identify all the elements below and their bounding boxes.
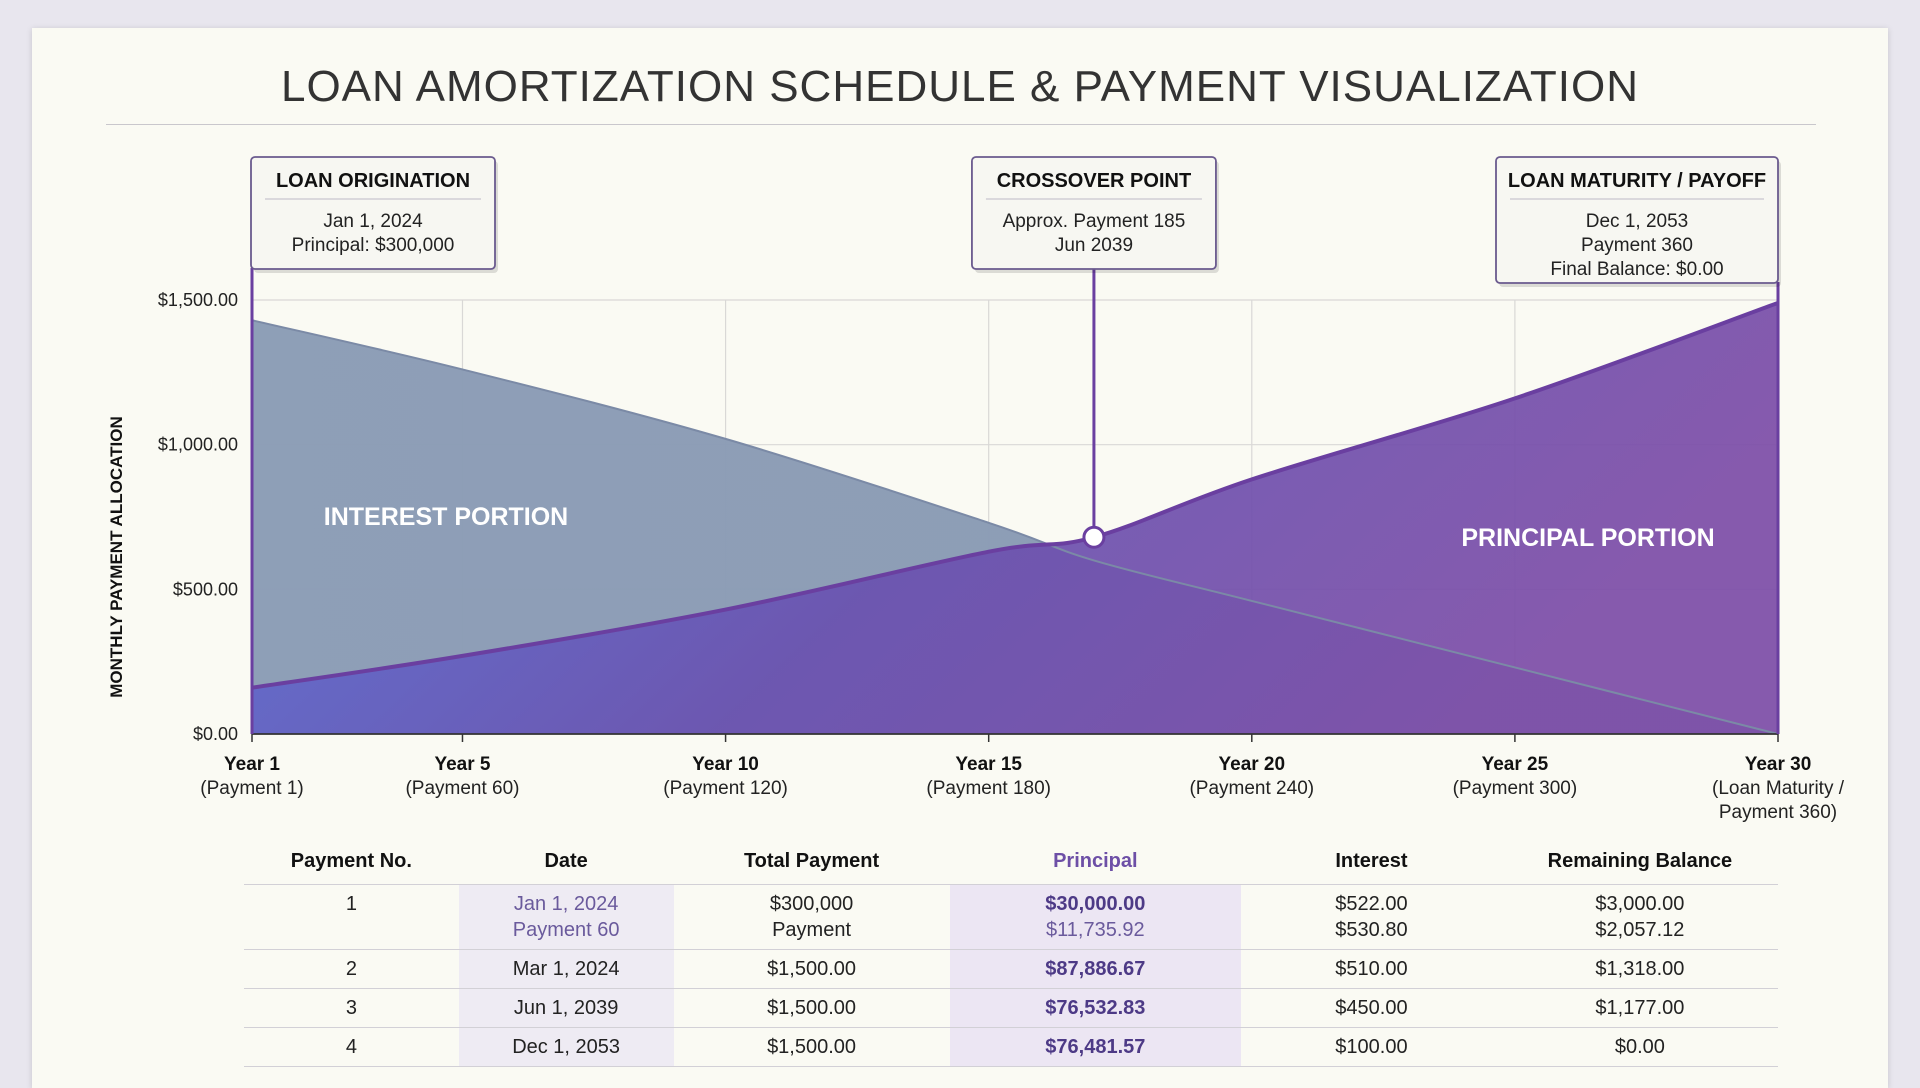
callout-box: [1495, 156, 1779, 284]
header-remaining-balance: Remaining Balance: [1501, 838, 1778, 885]
cell-balance: $0.00: [1501, 1027, 1778, 1067]
cell-balance-sub: $2,057.12: [1595, 919, 1685, 941]
table-row: 3 Jun 1, 2039 $1,500.00 $76,532.83 $450.…: [244, 988, 1778, 1028]
cell-total: $300,000: [769, 893, 854, 915]
x-tick-label: Year 15: [955, 754, 1022, 775]
principal-line: [251, 301, 1779, 690]
cell-principal: $30,000.00: [1045, 893, 1146, 915]
cell-date: Jun 1, 2039: [458, 988, 674, 1028]
cell-total: $1,500.00: [673, 988, 950, 1028]
labels: INTEREST PORTION PRINCIPAL PORTION: [324, 268, 1715, 552]
principal-portion-label: PRINCIPAL PORTION: [1461, 524, 1714, 552]
x-tick-label: Year 1: [224, 754, 280, 775]
x-tick-label: Year 20: [1219, 754, 1286, 775]
cell-date: Dec 1, 2053: [458, 1027, 674, 1067]
header-principal: Principal: [949, 838, 1242, 885]
callout-origination: LOAN ORIGINATION Jan 1, 2024 Principal: $3…: [250, 156, 498, 273]
header-total-payment: Total Payment: [673, 838, 950, 885]
principal-area: [252, 302, 1778, 734]
cell-interest: $450.00: [1241, 988, 1502, 1028]
cell-interest: $522.00: [1335, 893, 1408, 915]
x-tick-label: Year 5: [434, 754, 490, 775]
y-tick-label: $1,500.00: [158, 290, 238, 310]
cell-payment-no: 1: [345, 893, 357, 915]
y-axis-title: MONTHLY PAYMENT ALLOCATION: [107, 416, 126, 697]
cell-date: Mar 1, 2024: [458, 949, 674, 989]
axes: $0.00 $500.00 $1,000.00 $1,500.00 Year 1 (Pay…: [107, 268, 1845, 823]
y-tick-label: $500.00: [173, 579, 238, 599]
x-tick-sublabel: (Payment 120): [663, 778, 788, 799]
cell-payment-no: 4: [244, 1027, 459, 1067]
callout-text: Jun 2039: [1055, 235, 1133, 256]
y-tick-label: $0.00: [193, 724, 238, 744]
cell-date-sub: Payment 60: [512, 919, 620, 941]
cell-total-sub: Payment: [772, 919, 852, 941]
cell-interest: $510.00: [1241, 949, 1502, 989]
table-row: 4 Dec 1, 2053 $1,500.00 $76,481.57 $100.…: [244, 1027, 1778, 1067]
table-row: 2 Mar 1, 2024 $1,500.00 $87,886.67 $510.…: [244, 949, 1778, 989]
amortization-table: Payment No. Date Total Payment Principal…: [244, 838, 1778, 1067]
x-tick-label: Year 30: [1745, 754, 1812, 775]
x-tick-sublabel: (Payment 180): [926, 778, 1051, 799]
table-header-row: Payment No. Date Total Payment Principal…: [244, 838, 1778, 885]
cell-payment-no: 2: [244, 949, 459, 989]
x-tick-label: Year 10: [692, 754, 759, 775]
cell-payment-no: 3: [244, 988, 459, 1028]
x-tick-label: Year 25: [1482, 754, 1549, 775]
header-payment-no: Payment No.: [244, 838, 459, 885]
callout-crossover: CROSSOVER POINT Approx. Payment 185 Jun 20…: [971, 156, 1219, 273]
cell-interest: $100.00: [1241, 1027, 1502, 1067]
cell-balance: $1,177.00: [1501, 988, 1778, 1028]
cell-balance: $1,318.00: [1501, 949, 1778, 989]
cell-principal: $76,481.57: [949, 1027, 1242, 1067]
header-interest: Interest: [1241, 838, 1502, 885]
callout-title: CROSSOVER POINT: [997, 170, 1191, 192]
cell-principal-sub: $11,735.92: [1046, 919, 1145, 941]
cell-interest-sub: $530.80: [1335, 919, 1408, 941]
x-tick-sublabel: (Payment 60): [405, 778, 519, 799]
cell-total: $1,500.00: [673, 949, 950, 989]
interest-portion-label: INTEREST PORTION: [324, 503, 568, 531]
callout-text: Dec 1, 2053: [1586, 211, 1688, 232]
page-title: LOAN AMORTIZATION SCHEDULE & PAYMENT VIS…: [280, 62, 1639, 111]
areas: [251, 301, 1779, 735]
cell-total: $1,500.00: [673, 1027, 950, 1067]
x-tick-sublabel: (Payment 300): [1453, 778, 1578, 799]
callout-text: Final Balance: $0.00: [1550, 259, 1723, 280]
callout-text: Jan 1, 2024: [323, 211, 423, 232]
header-date: Date: [458, 838, 674, 885]
x-tick-sublabel: (Payment 1): [200, 778, 303, 799]
callouts: LOAN ORIGINATION Jan 1, 2024 Principal: $3…: [250, 156, 1781, 287]
x-tick-sublabel: (Payment 240): [1189, 778, 1314, 799]
crossover-marker: [1082, 525, 1106, 549]
callout-box: [971, 156, 1217, 270]
x-tick-sublabel: Payment 360): [1719, 802, 1837, 823]
callout-text: Approx. Payment 185: [1003, 211, 1186, 232]
cell-principal: $76,532.83: [949, 988, 1242, 1028]
title-divider: [106, 124, 1816, 125]
callout-title: LOAN ORIGINATION: [276, 170, 470, 192]
callout-maturity: LOAN MATURITY / PAYOFF Dec 1, 2053 Payment…: [1495, 156, 1781, 287]
table-row: 1 Jan 1, 2024 Payment 60 $300,000 Payment …: [244, 884, 1778, 950]
cell-balance: $3,000.00: [1595, 893, 1685, 915]
callout-title: LOAN MATURITY / PAYOFF: [1508, 170, 1766, 192]
y-tick-label: $1,000.00: [158, 435, 238, 455]
x-tick-sublabel: (Loan Maturity /: [1712, 778, 1845, 799]
cell-principal: $87,886.67: [949, 949, 1242, 989]
callout-box: [250, 156, 496, 270]
callout-text: Payment 360: [1581, 235, 1693, 256]
callout-text: Principal: $300,000: [292, 235, 455, 256]
interest-line: [251, 319, 1779, 735]
cell-date: Jan 1, 2024: [513, 893, 619, 915]
